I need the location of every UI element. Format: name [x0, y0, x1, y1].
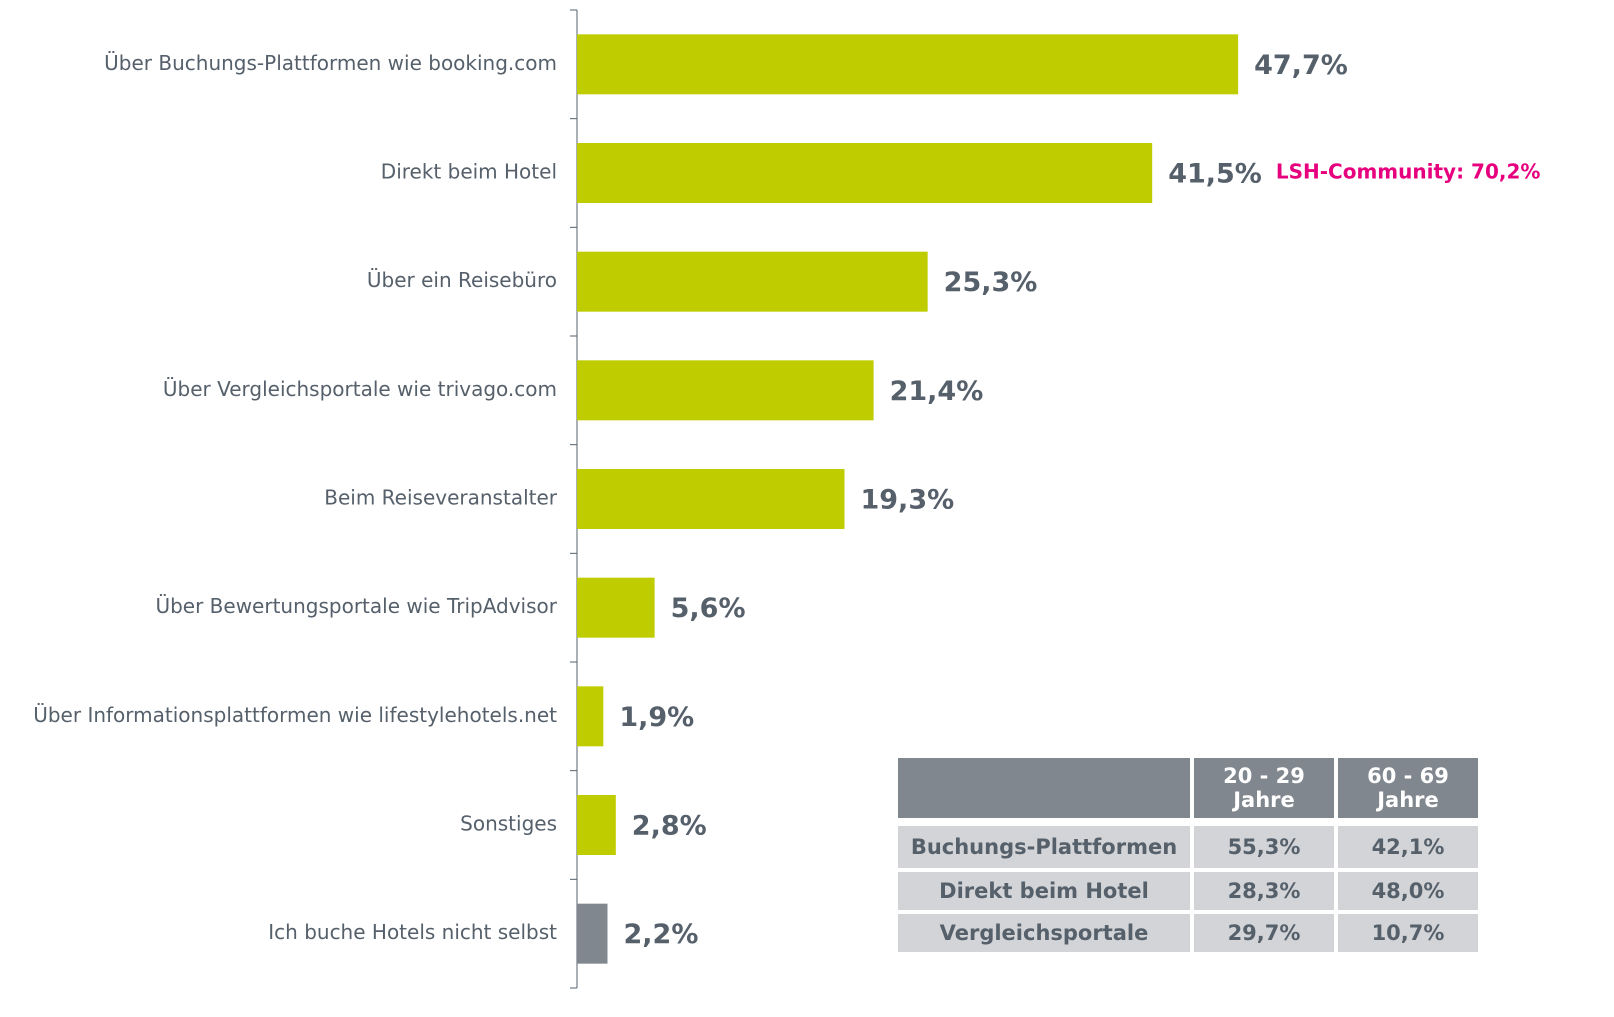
category-label: Über Bewertungsportale wie TripAdvisor [155, 594, 557, 618]
category-label: Sonstiges [460, 812, 557, 836]
table-row-label: Direkt beim Hotel [898, 872, 1190, 910]
table-cell: 29,7% [1194, 914, 1334, 952]
table-cell: 28,3% [1194, 872, 1334, 910]
value-label: 1,9% [619, 702, 694, 733]
category-label: Über ein Reisebüro [367, 268, 557, 292]
table-cell: 10,7% [1338, 914, 1478, 952]
category-label: Beim Reiseveranstalter [324, 486, 558, 510]
bar [577, 795, 616, 855]
bar [577, 34, 1239, 95]
category-label: Direkt beim Hotel [381, 160, 557, 184]
annotation: LSH-Community: 70,2% [1276, 160, 1541, 184]
bar [577, 903, 608, 964]
table-cell: 48,0% [1338, 872, 1478, 910]
table-cell: 42,1% [1338, 826, 1478, 868]
table-row-label: Vergleichsportale [898, 914, 1190, 952]
value-label: 5,6% [671, 593, 746, 624]
value-label: 2,2% [623, 919, 698, 950]
bar [577, 143, 1153, 203]
table-row-label: Buchungs-Plattformen [898, 826, 1190, 868]
table-header: 60 - 69 Jahre [1338, 758, 1478, 818]
bar [577, 360, 874, 421]
value-label: 47,7% [1254, 50, 1348, 81]
bar [577, 577, 655, 638]
value-label: 19,3% [860, 485, 954, 516]
table-header-corner [898, 758, 1190, 818]
value-label: 21,4% [890, 376, 984, 407]
category-label: Über Buchungs-Plattformen wie booking.co… [104, 51, 557, 75]
category-label: Ich buche Hotels nicht selbst [268, 920, 557, 944]
bar [577, 469, 845, 529]
category-label: Über Vergleichsportale wie trivago.com [163, 377, 557, 401]
category-label: Über Informationsplattformen wie lifesty… [33, 703, 557, 727]
bar [577, 251, 928, 312]
table-header: 20 - 29 Jahre [1194, 758, 1334, 818]
value-label: 25,3% [944, 267, 1038, 298]
value-label: 2,8% [632, 811, 707, 842]
table-cell: 55,3% [1194, 826, 1334, 868]
bar [577, 686, 604, 747]
value-label: 41,5% [1168, 159, 1262, 190]
